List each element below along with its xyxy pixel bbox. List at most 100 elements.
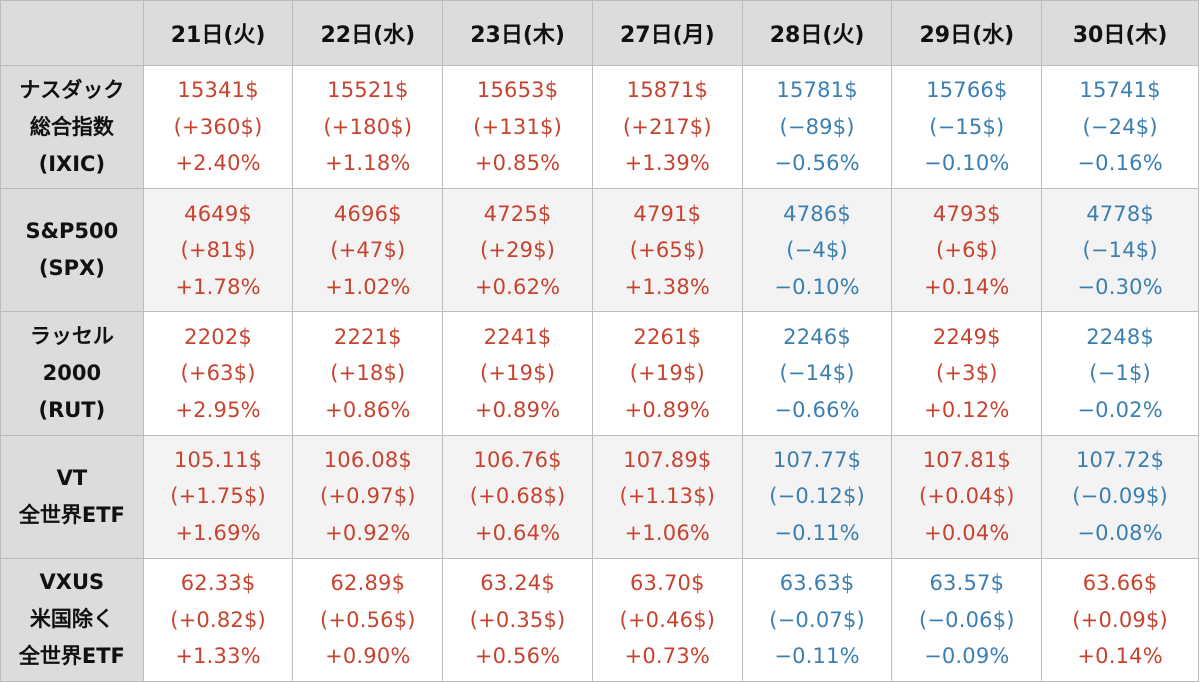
percent-change: +0.64%: [474, 520, 561, 545]
change-value: (+0.35$): [469, 607, 566, 632]
row-label: S&P500 (SPX): [0, 188, 144, 313]
percent-change: −0.11%: [774, 644, 860, 669]
header-day: 30日(木): [1041, 0, 1199, 66]
change-value: (+19$): [479, 361, 556, 386]
quote-cell: 4649$ (+81$) +1.78%: [142, 188, 294, 313]
close-value: 63.63$: [779, 571, 855, 596]
quote-cell: 62.33$ (+0.82$) +1.33%: [142, 557, 294, 683]
header-day: 29日(水): [891, 0, 1043, 66]
row-label-line: VT: [56, 465, 88, 490]
change-value: (+131$): [473, 114, 562, 139]
row-label: ナスダック 総合指数 (IXIC): [0, 64, 144, 190]
close-value: 2221$: [333, 324, 402, 349]
change-value: (−0.06$): [918, 607, 1015, 632]
quote-cell: 4725$ (+29$) +0.62%: [442, 188, 593, 313]
change-value: (+18$): [330, 361, 406, 386]
change-value: (−0.07$): [769, 607, 865, 632]
change-value: (−0.09$): [1072, 484, 1168, 509]
row-label-line: 全世界ETF: [18, 502, 125, 527]
close-value: 107.77$: [772, 447, 862, 472]
quote-cell: 107.77$ (−0.12$) −0.11%: [741, 434, 893, 559]
change-value: (+0.46$): [619, 607, 716, 632]
percent-change: −0.30%: [1077, 274, 1163, 299]
close-value: 107.72$: [1075, 447, 1165, 472]
percent-change: +0.85%: [474, 151, 561, 176]
close-value: 107.81$: [922, 447, 1011, 472]
close-value: 4725$: [483, 201, 552, 226]
close-value: 63.57$: [929, 571, 1005, 596]
percent-change: +1.38%: [624, 274, 711, 299]
row-label-line: (IXIC): [38, 151, 106, 176]
change-value: (+0.68$): [469, 484, 566, 509]
change-value: (+360$): [173, 114, 263, 139]
change-value: (−89$): [779, 114, 855, 139]
change-value: (+47$): [330, 238, 406, 263]
row-label-line: ラッセル: [29, 323, 114, 348]
change-value: (+217$): [622, 114, 712, 139]
change-value: (+0.97$): [319, 484, 416, 509]
percent-change: +0.86%: [325, 397, 411, 422]
header-day: 23日(木): [442, 0, 593, 66]
quote-cell: 63.63$ (−0.07$) −0.11%: [741, 557, 893, 683]
percent-change: −0.11%: [774, 520, 860, 545]
close-value: 2249$: [932, 324, 1001, 349]
quote-cell: 15766$ (−15$) −0.10%: [891, 64, 1043, 190]
change-value: (+0.82$): [170, 607, 266, 632]
table-row: S&P500 (SPX) 4649$ (+81$) +1.78% 4696$ (+47$) +…: [0, 188, 1199, 313]
row-label-line: ナスダック: [19, 77, 125, 102]
table-row: VT 全世界ETF 105.11$ (+1.75$) +1.69% 106.08$ (+0.…: [0, 434, 1199, 559]
change-value: (−15$): [929, 114, 1005, 139]
close-value: 106.08$: [323, 447, 412, 472]
change-value: (+65$): [629, 238, 705, 263]
row-label-line: S&P500: [25, 219, 119, 244]
close-value: 63.70$: [629, 571, 705, 596]
percent-change: +0.14%: [1077, 644, 1163, 669]
quote-cell: 2241$ (+19$) +0.89%: [442, 311, 593, 436]
close-value: 2202$: [184, 324, 252, 349]
percent-change: +0.90%: [325, 644, 411, 669]
percent-change: −0.10%: [924, 151, 1010, 176]
close-value: 62.33$: [180, 571, 256, 596]
percent-change: +1.78%: [175, 274, 261, 299]
quote-cell: 63.24$ (+0.35$) +0.56%: [442, 557, 593, 683]
row-label: VXUS 米国除く 全世界ETF: [0, 557, 144, 683]
quote-cell: 4793$ (+6$) +0.14%: [891, 188, 1043, 313]
quote-cell: 2221$ (+18$) +0.86%: [292, 311, 444, 436]
close-value: 105.11$: [173, 447, 263, 472]
close-value: 107.89$: [623, 447, 712, 472]
percent-change: −0.02%: [1077, 397, 1163, 422]
change-value: (+180$): [323, 114, 413, 139]
quote-cell: 63.66$ (+0.09$) +0.14%: [1041, 557, 1199, 683]
change-value: (+81$): [180, 238, 256, 263]
close-value: 4649$: [184, 201, 252, 226]
percent-change: +1.69%: [175, 520, 261, 545]
close-value: 2261$: [633, 324, 702, 349]
percent-change: +1.18%: [325, 151, 411, 176]
change-value: (+0.56$): [319, 607, 416, 632]
change-value: (−1$): [1089, 361, 1151, 386]
close-value: 2248$: [1086, 324, 1154, 349]
quote-cell: 62.89$ (+0.56$) +0.90%: [292, 557, 444, 683]
change-value: (−0.12$): [769, 484, 865, 509]
close-value: 62.89$: [330, 571, 406, 596]
close-value: 4791$: [633, 201, 702, 226]
close-value: 15521$: [327, 78, 409, 103]
quote-cell: 2248$ (−1$) −0.02%: [1041, 311, 1199, 436]
row-label-line: (SPX): [38, 256, 105, 281]
close-value: 15741$: [1079, 78, 1161, 103]
change-value: (−24$): [1082, 114, 1158, 139]
close-value: 63.66$: [1082, 571, 1158, 596]
close-value: 15766$: [926, 78, 1008, 103]
quote-cell: 4791$ (+65$) +1.38%: [591, 188, 743, 313]
quote-cell: 63.57$ (−0.06$) −0.09%: [891, 557, 1043, 683]
row-label: VT 全世界ETF: [0, 434, 144, 559]
header-day: 21日(火): [142, 0, 294, 66]
quote-cell: 63.70$ (+0.46$) +0.73%: [591, 557, 743, 683]
quote-cell: 2246$ (−14$) −0.66%: [741, 311, 893, 436]
change-value: (+29$): [479, 238, 556, 263]
change-value: (+0.09$): [1072, 607, 1168, 632]
percent-change: −0.56%: [774, 151, 860, 176]
header-row: 21日(火) 22日(水) 23日(木) 27日(月) 28日(火) 29日(水…: [0, 0, 1199, 66]
percent-change: +0.89%: [624, 397, 711, 422]
close-value: 2246$: [783, 324, 851, 349]
